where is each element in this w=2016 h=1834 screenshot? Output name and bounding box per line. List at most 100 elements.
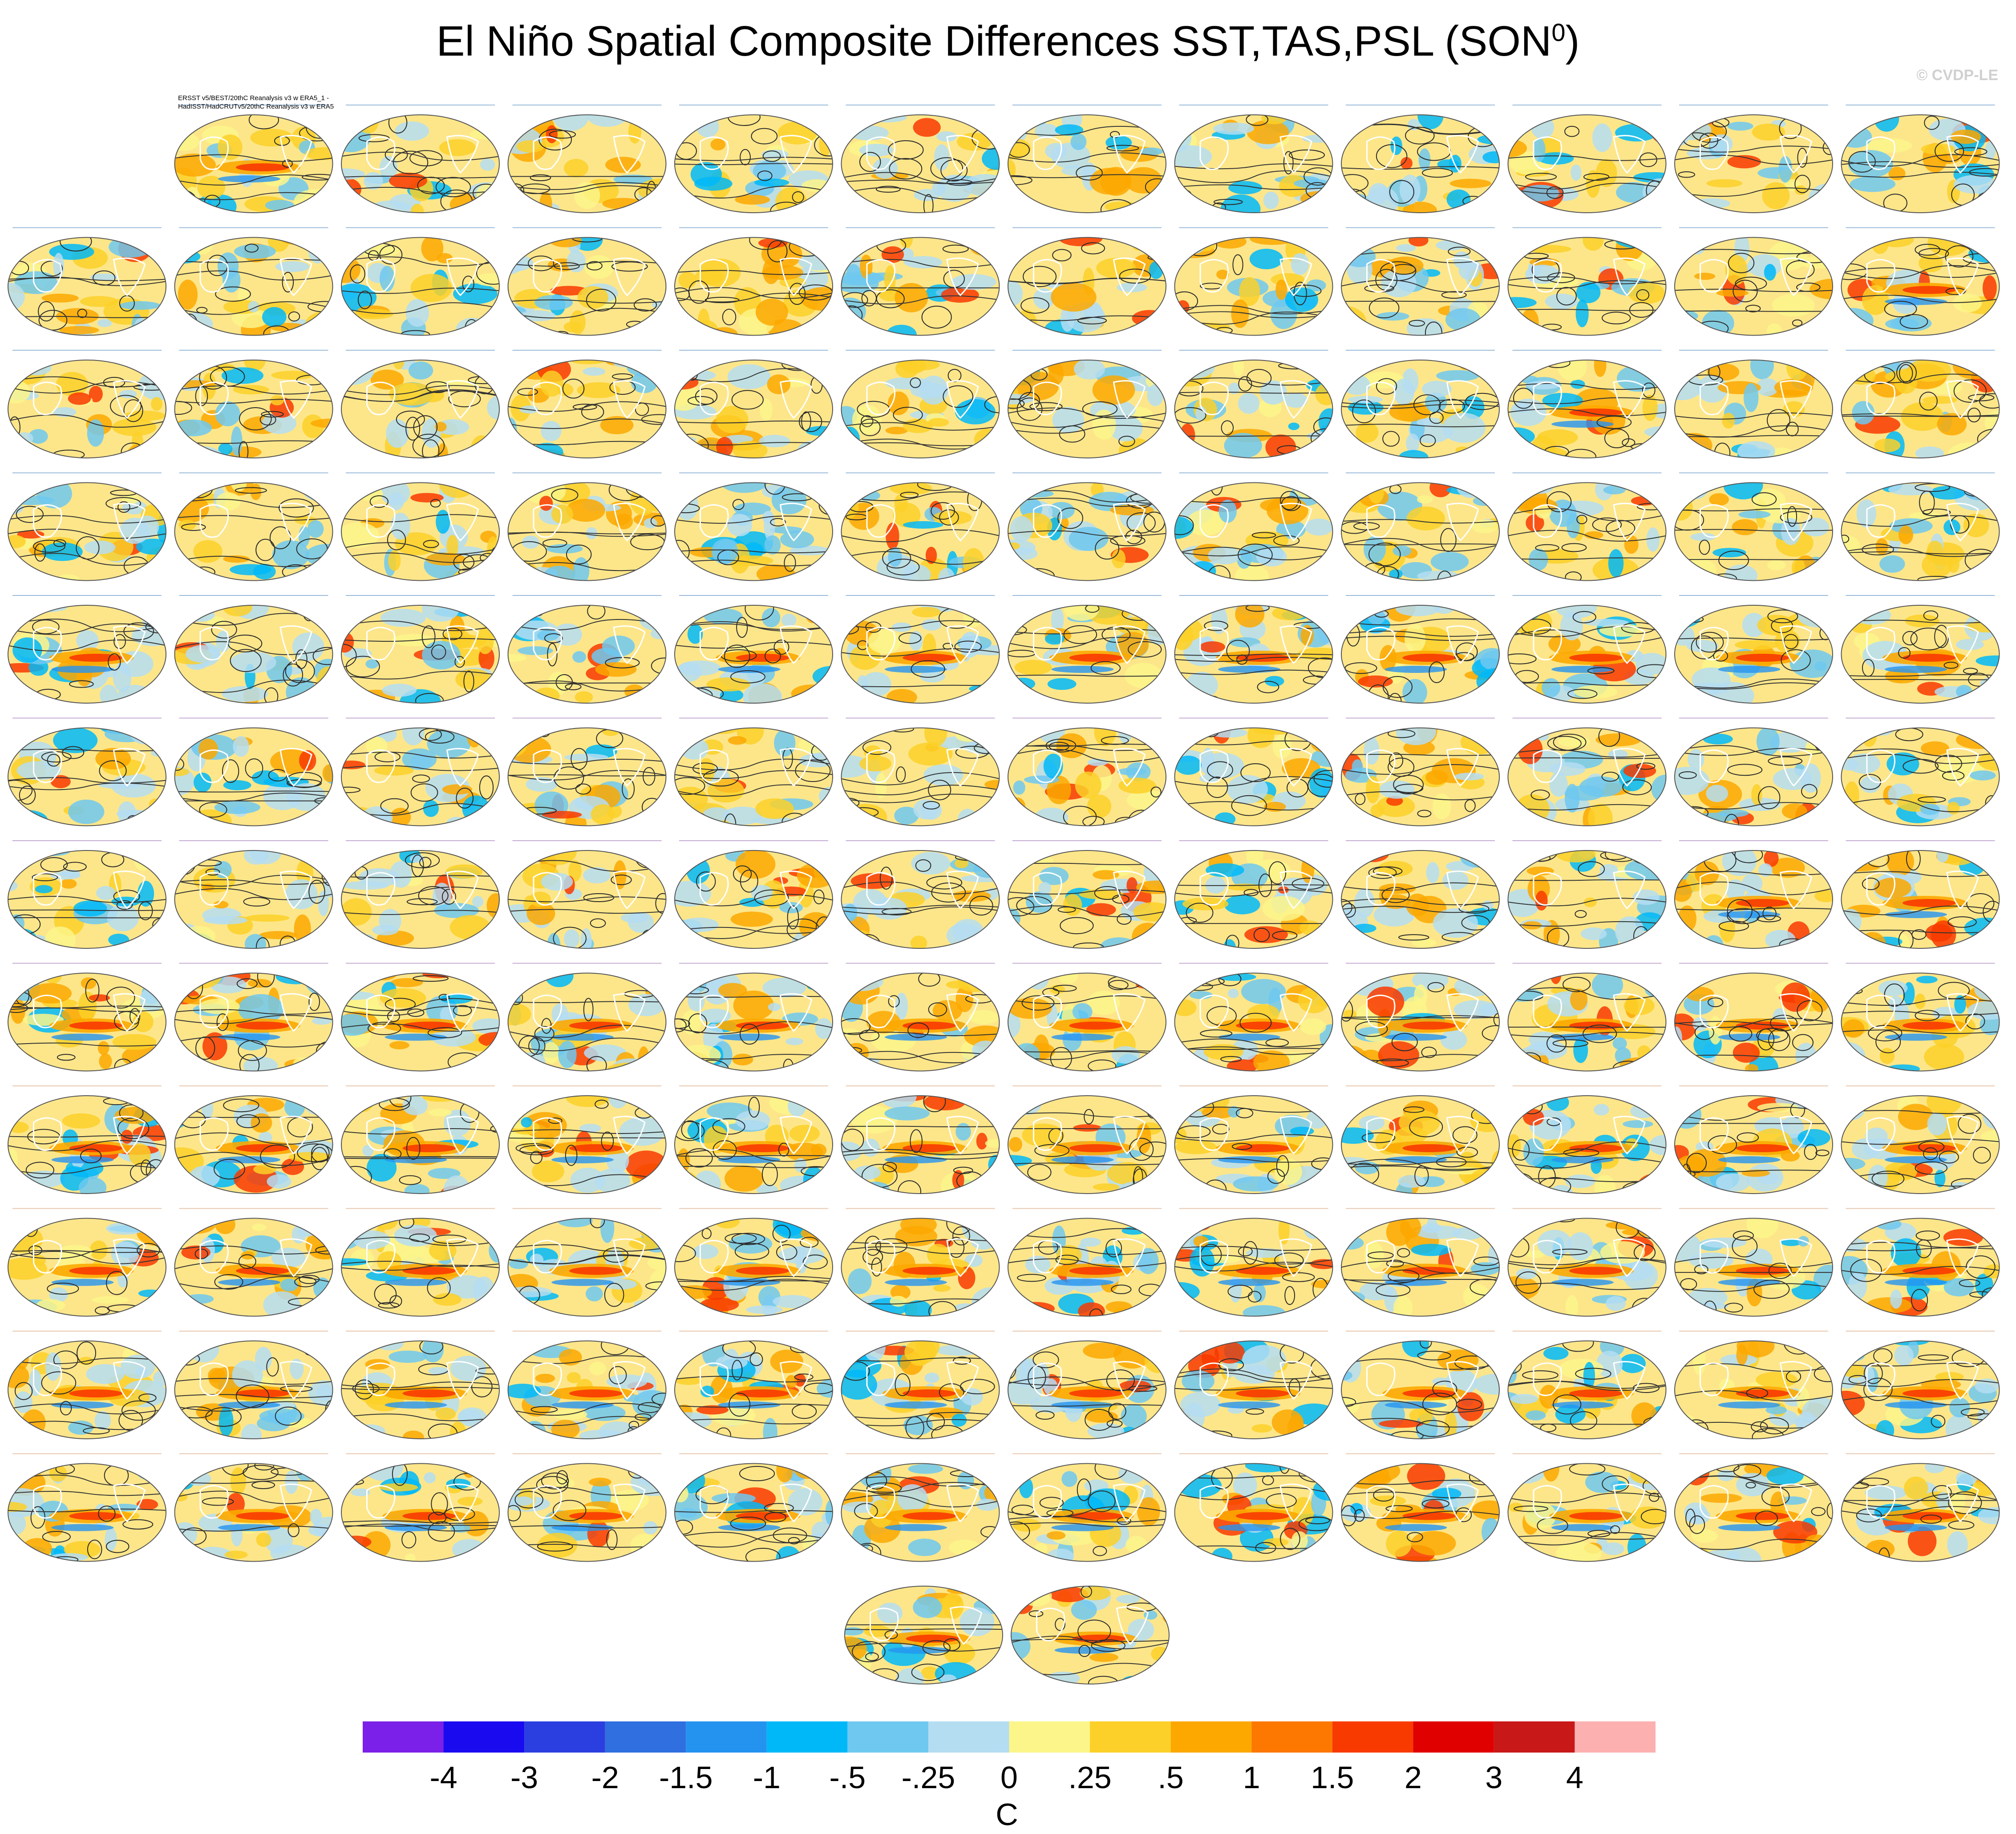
colorbar-tick-label: .25 <box>1068 1760 1111 1795</box>
map-panel <box>1008 1340 1166 1439</box>
map-panel <box>1341 850 1500 949</box>
map-panel <box>1174 1463 1333 1562</box>
map-panel <box>341 482 500 581</box>
map-panel <box>674 114 833 213</box>
colorbar-tick-label: 1 <box>1243 1760 1260 1795</box>
map-panel <box>507 1340 667 1439</box>
watermark: © CVDP-LE <box>1916 67 1998 84</box>
map-panel <box>174 850 333 949</box>
map-panel <box>1507 1340 1667 1439</box>
map-panel <box>1507 850 1667 949</box>
map-panel <box>1841 237 2000 336</box>
title-text: El Niño Spatial Composite Differences SS… <box>436 17 1552 65</box>
map-panel <box>8 237 166 336</box>
map-panel <box>1674 727 1833 826</box>
map-panel <box>1507 482 1667 581</box>
map-panel <box>1507 605 1667 704</box>
map-panel <box>8 482 166 581</box>
map-panel <box>1341 1340 1500 1439</box>
map-panel <box>841 1095 1000 1194</box>
map-panel <box>1341 482 1500 581</box>
map-panel <box>1841 360 2000 458</box>
colorbar-tick-label: -1.5 <box>659 1760 713 1795</box>
colorbar-swatch <box>847 1721 928 1753</box>
map-panel <box>674 1218 833 1317</box>
map-panel <box>1841 727 2000 826</box>
map-panel <box>1674 482 1833 581</box>
colorbar-swatch <box>1575 1721 1656 1753</box>
map-panel <box>174 114 333 213</box>
map-panel <box>841 482 1000 581</box>
map-panel <box>1008 237 1166 336</box>
map-panel <box>841 1340 1000 1439</box>
title-close: ) <box>1565 17 1580 65</box>
colorbar-tick-label: -.25 <box>902 1760 955 1795</box>
map-panel <box>1674 850 1833 949</box>
colorbar-swatch <box>1090 1721 1171 1753</box>
map-panel <box>1008 1095 1166 1194</box>
map-panel <box>1507 1463 1667 1562</box>
map-panel <box>674 727 833 826</box>
map-panel <box>1174 727 1333 826</box>
map-panel <box>674 605 833 704</box>
map-panel <box>1507 114 1667 213</box>
map-panel <box>1841 1340 2000 1439</box>
map-panel <box>674 360 833 458</box>
map-panel <box>1174 1218 1333 1317</box>
map-panel <box>507 1218 667 1317</box>
map-panel <box>674 1340 833 1439</box>
map-panel <box>8 1463 166 1562</box>
map-panel <box>8 1095 166 1194</box>
map-panel <box>841 360 1000 458</box>
map-panel <box>1674 237 1833 336</box>
map-panel <box>1008 1463 1166 1562</box>
map-panel <box>341 1463 500 1562</box>
map-panel <box>1507 360 1667 458</box>
colorbar-tick-label: 2 <box>1405 1760 1422 1795</box>
map-panel <box>174 1218 333 1317</box>
map-panel <box>174 1340 333 1439</box>
map-panel <box>341 1095 500 1194</box>
map-panel <box>174 237 333 336</box>
map-panel <box>1341 605 1500 704</box>
colorbar-swatch <box>443 1721 525 1753</box>
map-panel <box>841 1463 1000 1562</box>
map-panel <box>1341 1218 1500 1317</box>
map-panel <box>341 972 500 1072</box>
map-panel-grid: ERSST v5/BEST/20thC Reanalysis v3 w ERA5… <box>8 94 2000 1684</box>
map-panel <box>841 1218 1000 1317</box>
map-panel <box>1341 360 1500 458</box>
colorbar-swatch <box>1413 1721 1494 1753</box>
map-panel <box>174 1463 333 1562</box>
map-panel <box>1008 1218 1166 1317</box>
map-panel <box>341 605 500 704</box>
map-panel <box>507 114 667 213</box>
chart-title: El Niño Spatial Composite Differences SS… <box>0 17 2016 66</box>
map-panel <box>841 972 1000 1072</box>
map-panel <box>1174 605 1333 704</box>
map-panel <box>1841 1218 2000 1317</box>
map-panel <box>174 972 333 1072</box>
map-panel <box>1341 237 1500 336</box>
map-panel <box>1841 605 2000 704</box>
colorbar-swatch <box>605 1721 686 1753</box>
map-panel <box>341 727 500 826</box>
first-panel-label-1: ERSST v5/BEST/20thC Reanalysis v3 w ERA5… <box>178 94 329 102</box>
map-panel <box>8 1340 166 1439</box>
map-panel <box>174 727 333 826</box>
colorbar-tick-label: 0 <box>1000 1760 1018 1795</box>
map-panel <box>841 237 1000 336</box>
map-panel <box>507 850 667 949</box>
colorbar-swatch <box>766 1721 848 1753</box>
map-panel <box>8 360 166 458</box>
map-panel <box>1841 114 2000 213</box>
map-panel <box>507 482 667 581</box>
map-panel <box>1008 114 1166 213</box>
map-panel <box>507 972 667 1072</box>
map-panel <box>1008 482 1166 581</box>
first-panel-label-2: HadISST/HadCRUTv5/20thC Reanalysis v3 w … <box>178 103 334 110</box>
colorbar-tick-label: 4 <box>1566 1760 1583 1795</box>
colorbar-swatch <box>928 1721 1009 1753</box>
map-panel <box>1507 237 1667 336</box>
title-superscript: 0 <box>1551 18 1566 46</box>
